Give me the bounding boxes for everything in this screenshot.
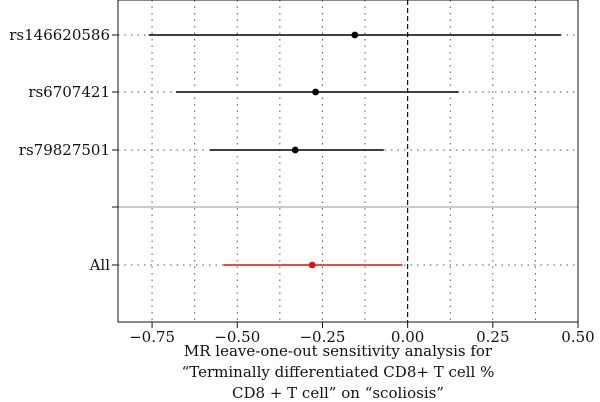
grid-lines [118, 0, 578, 322]
point-estimate-rs79827501 [291, 146, 299, 154]
x-tick-label: −0.25 [299, 328, 345, 346]
x-axis-label-line-3: CD8 + T cell” on “scoliosis” [232, 384, 444, 402]
point-estimate-rs6707421 [312, 88, 320, 96]
x-tick-label: 0.50 [561, 328, 594, 346]
y-tick-label: rs6707421 [28, 83, 110, 101]
point-estimate-rs146620586 [351, 31, 359, 39]
x-tick-label: 0.00 [391, 328, 424, 346]
x-axis: −0.75 −0.50 −0.25 0.00 0.25 0.50 [129, 322, 595, 346]
x-tick-label: −0.50 [214, 328, 260, 346]
x-axis-label-line-2: “Terminally differentiated CD8+ T cell % [182, 363, 495, 381]
y-tick-label: rs79827501 [19, 141, 110, 159]
x-tick-label: −0.75 [129, 328, 175, 346]
x-axis-label-line-1: MR leave-one-out sensitivity analysis fo… [184, 342, 493, 360]
point-estimate-all [308, 261, 316, 269]
confidence-intervals [148, 34, 561, 266]
x-tick-label: 0.25 [476, 328, 509, 346]
y-axis: rs146620586 rs6707421 rs79827501 All [9, 26, 118, 274]
point-estimates [291, 31, 359, 269]
plot-frame [117, 0, 579, 323]
y-tick-label: rs146620586 [9, 26, 110, 44]
y-tick-label: All [89, 256, 111, 274]
